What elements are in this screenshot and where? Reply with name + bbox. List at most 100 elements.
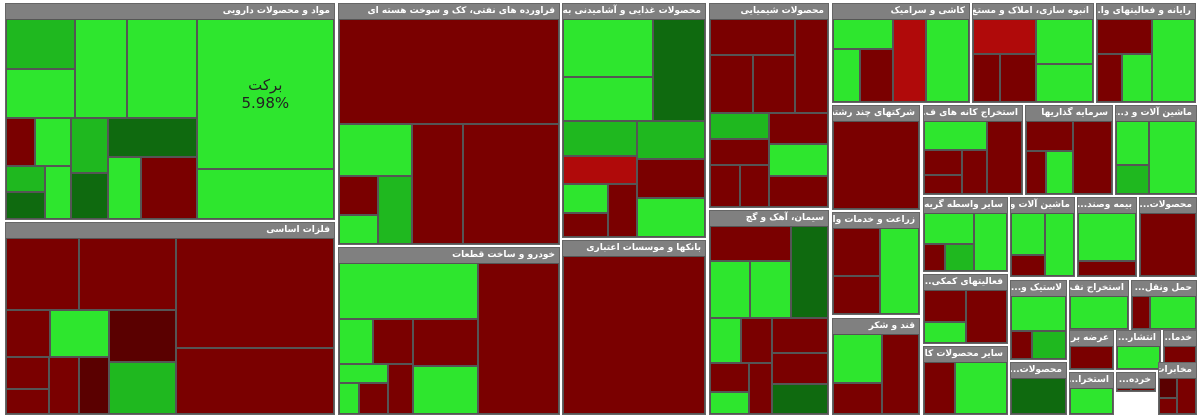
stock-tile: [1116, 121, 1150, 165]
stock-tile: [710, 261, 751, 318]
stock-tile: [6, 192, 45, 219]
sector: مخابرات: [1158, 362, 1197, 415]
stock-tile: [881, 334, 919, 414]
stock-tile: [769, 144, 828, 176]
stock-tile: [339, 318, 373, 365]
stock-tile: [358, 382, 389, 414]
stock-tile: [986, 121, 1022, 194]
stock-tile: [1026, 151, 1047, 194]
sector-body: [1078, 213, 1136, 276]
sector-body: [6, 238, 334, 414]
stock-tile: [70, 173, 109, 219]
stock-tile: [563, 120, 638, 156]
stock-tile: [769, 175, 828, 207]
sector-title: محصولات...: [1140, 198, 1196, 213]
sector-title: استخراج کانه های ف...: [924, 106, 1022, 121]
stock-tile: [771, 353, 828, 384]
sector: انبوه سازی، املاک و مستغ...: [972, 3, 1094, 103]
stock-tile: [965, 290, 1007, 343]
stock-tile: [463, 123, 559, 244]
sector-body: [1070, 296, 1128, 329]
sector: زراعت و خدمات وا...: [832, 212, 920, 315]
stock-tile: [771, 383, 828, 414]
stock-tile: [833, 228, 880, 276]
sector: استخراج کانه های ف...: [923, 105, 1023, 195]
stock-tile: [924, 174, 962, 194]
stock-tile: [833, 275, 880, 314]
stock-tile: [127, 19, 197, 119]
sector-title: لاستیک و...: [1011, 281, 1066, 296]
sector-body: [339, 19, 559, 244]
stock-tile: [109, 309, 176, 362]
sector: انتشار...: [1116, 330, 1161, 370]
stock-tile: [710, 392, 750, 414]
sector-body: [1011, 378, 1066, 414]
sector-body: [833, 228, 919, 314]
stock-tile: [563, 19, 654, 78]
sector-title: فعالیتهای کمکی...: [924, 275, 1007, 290]
sector: بانکها و موسسات اعتباری: [562, 240, 706, 415]
stock-tile: [945, 243, 974, 271]
stock-tile: [1159, 398, 1177, 414]
sector-title: محصولات...: [1011, 363, 1066, 378]
stock-tile: [1011, 378, 1066, 414]
sector: استخرا...: [1069, 372, 1114, 415]
sector-title: ماشین آلات و د...: [1116, 106, 1196, 121]
stock-tile: [339, 263, 478, 319]
sector: فعالیتهای کمکی...: [923, 274, 1008, 344]
sector: سایر محصولات کا...: [923, 346, 1008, 415]
stock-tile: [859, 48, 894, 102]
sector-body: [924, 290, 1007, 343]
sector-body: [833, 121, 919, 209]
stock-tile: [6, 118, 35, 166]
sector: محصولات...: [1010, 362, 1067, 415]
stock-tile: [1151, 19, 1195, 102]
stock-tile: [78, 238, 176, 310]
stock-tile: [70, 118, 109, 174]
stock-tile: [6, 19, 76, 69]
stock-tile: [372, 318, 414, 365]
stock-tile: [108, 156, 142, 219]
stock-tile: [637, 120, 705, 160]
stock-tile: [563, 256, 705, 414]
stock-tile: [388, 364, 414, 414]
stock-tile: [795, 19, 828, 113]
stock-tile: [44, 165, 71, 219]
sector: محصولات غذایی و آشامیدنی به ...: [562, 3, 706, 238]
sector: محصولات شیمیایی: [709, 3, 829, 208]
sector-body: [563, 256, 705, 414]
stock-tile: [339, 382, 359, 414]
stock-tile: [1159, 378, 1177, 398]
stock-tile: [109, 361, 176, 414]
sector: خرده...: [1116, 372, 1156, 392]
sector: شرکتهای چند رشته...: [832, 105, 920, 210]
sector-title: خدما...: [1164, 331, 1196, 346]
sector-title: شرکتهای چند رشته...: [833, 106, 919, 121]
stock-tile: [924, 362, 956, 414]
stock-tile: [339, 123, 413, 176]
stock-tile: [1011, 296, 1066, 331]
stock-tile: [1035, 19, 1093, 65]
stock-tile: [412, 123, 464, 244]
stock-tile: [710, 19, 796, 56]
stock-tile: [175, 238, 334, 348]
sector-body: [563, 19, 705, 237]
stock-tile: [973, 53, 1000, 102]
stock-tile: [6, 309, 51, 357]
sector-body: [1011, 296, 1066, 359]
stock-tile: [1078, 261, 1136, 276]
sector: استخراج نف...: [1069, 280, 1129, 330]
stock-tile: [196, 169, 334, 219]
stock-tile: [1070, 296, 1128, 329]
sector-title: بانکها و موسسات اعتباری: [563, 241, 705, 256]
sector-body: [973, 19, 1093, 102]
stock-tile: [833, 121, 919, 209]
stock-tile: [710, 317, 741, 364]
sector-body: [1070, 346, 1113, 369]
stock-tile: [1176, 378, 1196, 414]
stock-tile: [413, 318, 478, 367]
sector: محصولات...: [1139, 197, 1197, 277]
sector-title: انتشار...: [1117, 331, 1160, 346]
sector: فراورده های نفتی، کک و سوخت هسته ای: [338, 3, 560, 245]
